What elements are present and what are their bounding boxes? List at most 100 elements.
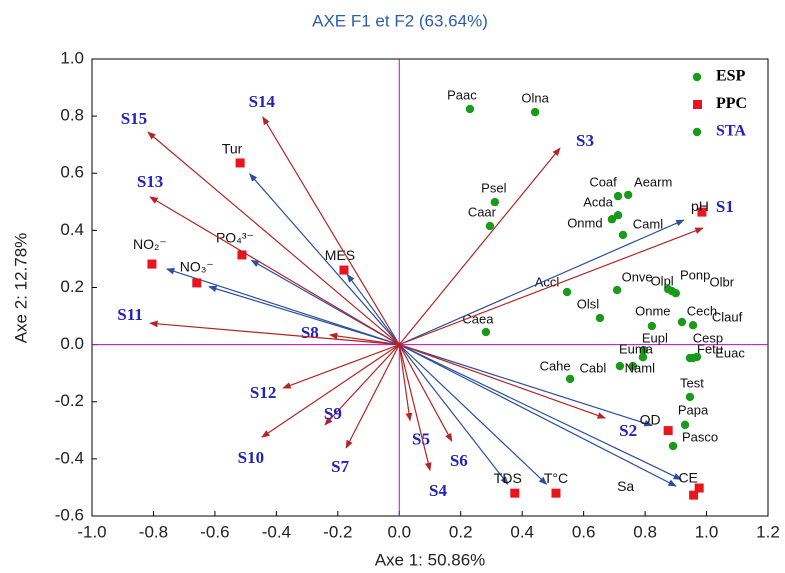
legend-label: ESP: [716, 68, 746, 85]
point-label: S7: [331, 457, 349, 476]
point-label: Psel: [481, 181, 506, 196]
loading-arrow: [262, 116, 400, 345]
loading-arrow: [398, 344, 509, 485]
point: [613, 191, 623, 201]
loading-arrow: [399, 344, 653, 427]
point: [485, 221, 495, 231]
loading-arrow: [149, 320, 400, 346]
legend-marker: [693, 100, 702, 109]
point-label: Coaf: [589, 175, 617, 190]
point: [530, 107, 540, 117]
point-label: PO₄³⁻: [216, 230, 254, 246]
point-label: Ponp: [680, 268, 710, 283]
y-tick-label: 0.4: [60, 220, 84, 239]
point-label: Onmd: [567, 216, 602, 231]
y-tick-label: -0.2: [55, 391, 84, 410]
point-label: Test: [680, 375, 704, 390]
x-tick-label: -0.6: [200, 522, 229, 541]
loading-arrow: [398, 344, 548, 485]
loading-arrow: [208, 285, 400, 346]
point-label: Cabl: [580, 360, 607, 375]
x-tick-label: -1.0: [77, 522, 106, 541]
point-label: S14: [249, 92, 276, 111]
point-label: Olbr: [710, 275, 735, 290]
legend-label: PPC: [716, 95, 747, 112]
point-label: Onve: [622, 270, 653, 285]
point-label: Euac: [715, 345, 745, 360]
point-label: S5: [412, 430, 430, 449]
y-axis-label: Axe 2: 12.78%: [11, 233, 30, 344]
x-tick-label: 0.4: [510, 522, 534, 541]
loading-arrow: [399, 219, 685, 346]
point: [607, 215, 617, 224]
y-tick-label: 0.6: [60, 163, 84, 182]
point-label: Acda: [583, 195, 613, 210]
point-label: Caea: [462, 311, 494, 326]
point: [147, 259, 157, 269]
loading-arrow: [249, 173, 400, 346]
point-label: Clauf: [712, 310, 743, 325]
point-label: Aearm: [634, 174, 672, 189]
point-label: Cesp: [693, 330, 723, 345]
point-label: MES: [325, 247, 355, 263]
point-label: Sa: [617, 478, 634, 494]
x-tick-label: 1.2: [756, 522, 780, 541]
point-label: S4: [429, 481, 447, 500]
point-label: Cahe: [540, 358, 571, 373]
x-tick-label: -0.2: [323, 522, 352, 541]
point: [562, 287, 572, 297]
point-label: S11: [117, 305, 143, 324]
point-label: Paac: [447, 87, 477, 102]
x-tick-label: 0.6: [572, 522, 596, 541]
point-label: S3: [576, 131, 594, 150]
point-label: S13: [137, 172, 163, 191]
point: [615, 361, 625, 371]
point-label: Caml: [633, 216, 663, 231]
point: [613, 211, 623, 220]
loading-arrow: [165, 268, 400, 346]
x-tick-label: -0.8: [139, 522, 168, 541]
point: [663, 426, 673, 436]
loading-arrow: [398, 344, 453, 442]
chart-title: AXE F1 et F2 (63.64%): [312, 11, 488, 30]
point-label: OD: [640, 411, 661, 427]
loading-arrow: [399, 227, 704, 346]
loading-arrow: [345, 344, 400, 449]
y-tick-label: 0.2: [60, 277, 84, 296]
point: [618, 230, 628, 240]
point-label: CE: [678, 470, 697, 486]
point-label: NO₂⁻: [133, 236, 167, 252]
point: [639, 345, 649, 355]
loading-arrow: [398, 344, 432, 472]
point-label: TDS: [494, 470, 522, 486]
point-label: S2: [619, 421, 637, 440]
point-label: Fetu: [697, 341, 723, 356]
loading-arrow: [399, 344, 606, 419]
point-label: Eupl: [642, 330, 668, 345]
y-tick-label: -0.6: [55, 505, 84, 524]
point: [612, 285, 622, 295]
point-label: T°C: [544, 470, 568, 486]
loading-arrow: [282, 344, 400, 389]
point-label: S10: [238, 448, 264, 467]
point-label: Caar: [468, 205, 497, 220]
point: [565, 374, 575, 384]
point-label: Onme: [635, 303, 670, 318]
point: [671, 289, 681, 298]
x-tick-label: 0.0: [387, 522, 411, 541]
point: [192, 278, 202, 288]
point-label: Olna: [521, 91, 549, 106]
point: [685, 392, 695, 402]
point: [237, 250, 247, 260]
loading-arrow: [398, 344, 677, 487]
point-label: Naml: [625, 360, 655, 375]
y-tick-label: -0.4: [55, 448, 84, 467]
point: [638, 352, 648, 362]
point: [689, 490, 699, 500]
point: [628, 361, 637, 371]
point: [490, 197, 500, 207]
point: [688, 321, 698, 330]
point-label: Olpl: [651, 274, 674, 289]
y-tick-label: 1.0: [60, 48, 84, 67]
